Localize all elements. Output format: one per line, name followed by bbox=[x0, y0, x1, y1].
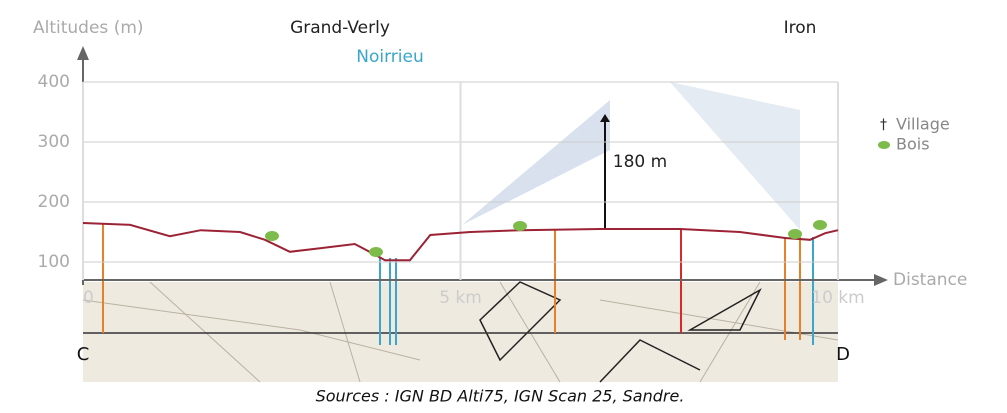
legend-symbol bbox=[878, 141, 890, 149]
endpoint-label: D bbox=[836, 344, 850, 365]
exaggeration-shade bbox=[462, 100, 610, 225]
wood-icon bbox=[265, 231, 279, 241]
x-axis-label: Distance bbox=[893, 270, 967, 290]
annotation: Noirrieu bbox=[356, 47, 423, 67]
annotation: Grand-Verly bbox=[290, 18, 390, 38]
y-tick-label: 400 bbox=[38, 72, 70, 92]
x-axis-arrow bbox=[874, 274, 888, 286]
x-tick-label: 10 km bbox=[811, 288, 864, 308]
chart: Altitudes (m) Distance Sources : IGN BD … bbox=[0, 0, 1007, 409]
wood-icon bbox=[813, 220, 827, 230]
wood-icon bbox=[513, 221, 527, 231]
y-axis-arrow bbox=[77, 46, 89, 60]
y-tick-label: 200 bbox=[38, 192, 70, 212]
y-tick-label: 100 bbox=[38, 252, 70, 272]
x-tick-label: 5 km bbox=[439, 288, 482, 308]
legend-label: Bois bbox=[896, 135, 930, 154]
exaggeration-shade bbox=[670, 82, 800, 230]
y-tick-label: 300 bbox=[38, 132, 70, 152]
legend-label: Village bbox=[896, 115, 950, 134]
source: Sources : IGN BD Alti75, IGN Scan 25, Sa… bbox=[316, 387, 685, 406]
legend-symbol: † bbox=[880, 117, 887, 133]
x-tick-label: 0 bbox=[83, 288, 94, 308]
endpoint-label: C bbox=[77, 344, 90, 365]
annotation: 180 m bbox=[613, 152, 667, 172]
wood-icon bbox=[788, 229, 802, 239]
y-axis-label: Altitudes (m) bbox=[33, 18, 144, 38]
wood-icon bbox=[369, 247, 383, 257]
annotation: Iron bbox=[784, 18, 817, 38]
